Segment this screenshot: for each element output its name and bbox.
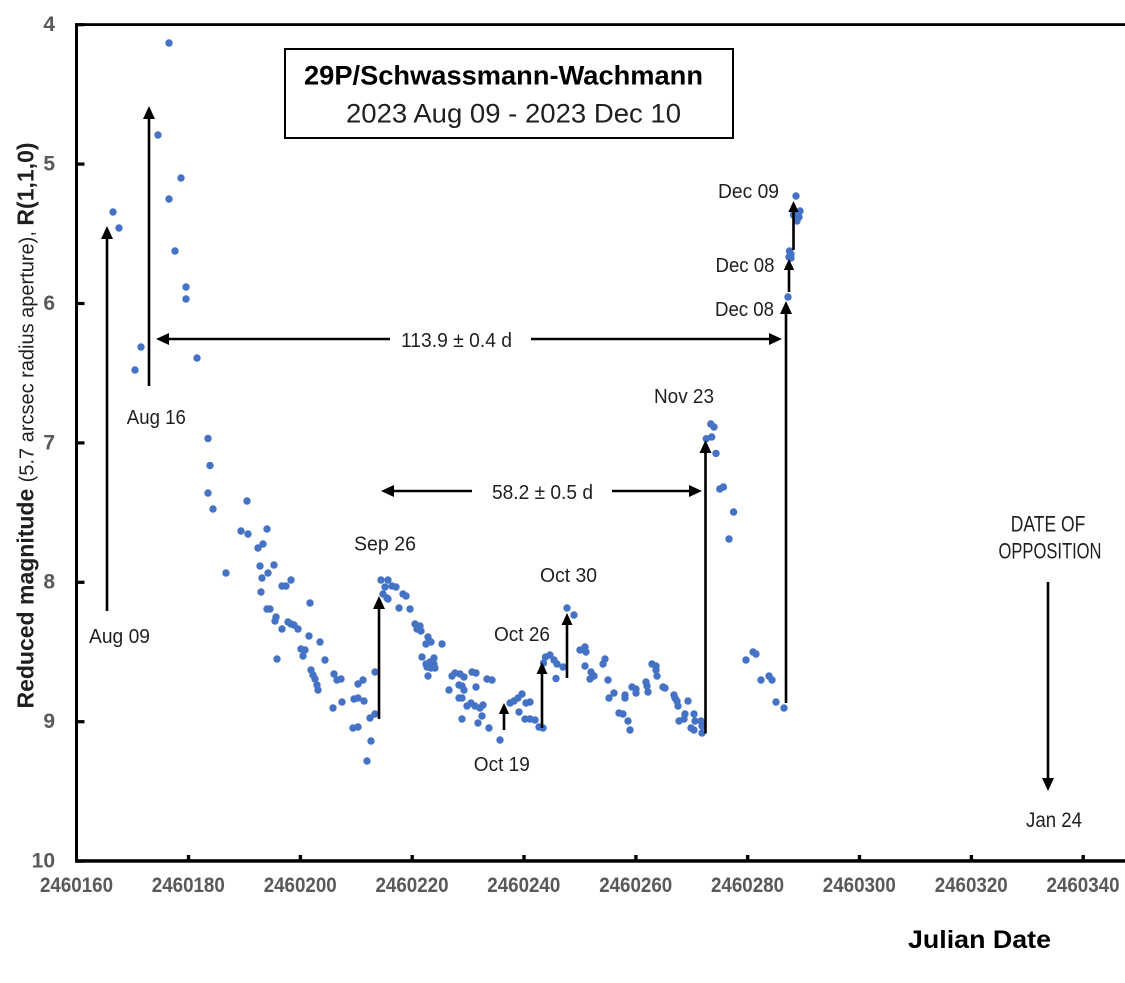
- svg-text:2460240: 2460240: [487, 874, 560, 897]
- svg-text:2460260: 2460260: [599, 874, 672, 897]
- svg-text:Oct 19: Oct 19: [474, 754, 530, 776]
- svg-text:Aug 16: Aug 16: [127, 407, 186, 429]
- svg-text:Dec 08: Dec 08: [716, 255, 775, 277]
- svg-text:2460340: 2460340: [1047, 874, 1120, 897]
- svg-text:2460200: 2460200: [264, 874, 337, 897]
- svg-text:10: 10: [32, 850, 55, 873]
- svg-text:2460320: 2460320: [935, 874, 1008, 897]
- svg-text:113.9 ± 0.4 d: 113.9 ± 0.4 d: [401, 330, 512, 352]
- svg-text:4: 4: [43, 13, 55, 36]
- svg-text:5: 5: [43, 153, 55, 176]
- svg-text:Reduced magnitude (5.7 arcsec: Reduced magnitude (5.7 arcsec radius ape…: [13, 142, 39, 708]
- svg-text:58.2 ± 0.5 d: 58.2 ± 0.5 d: [492, 482, 593, 504]
- svg-text:Dec 09: Dec 09: [718, 181, 779, 203]
- svg-text:8: 8: [43, 571, 55, 594]
- svg-text:7: 7: [43, 431, 55, 454]
- svg-text:2460220: 2460220: [376, 874, 449, 897]
- svg-text:2460300: 2460300: [823, 874, 896, 897]
- svg-text:Oct 26: Oct 26: [494, 624, 550, 646]
- svg-text:29P/Schwassmann-Wachmann: 29P/Schwassmann-Wachmann: [304, 61, 703, 91]
- svg-text:Sep 26: Sep 26: [354, 534, 416, 556]
- svg-text:6: 6: [43, 292, 55, 315]
- svg-text:DATE OF: DATE OF: [1011, 512, 1086, 537]
- svg-text:Nov 23: Nov 23: [654, 386, 714, 408]
- svg-text:Oct 30: Oct 30: [540, 565, 597, 587]
- svg-text:Aug 09: Aug 09: [89, 626, 150, 648]
- svg-text:Dec 08: Dec 08: [715, 299, 774, 321]
- svg-text:Julian Date: Julian Date: [908, 926, 1051, 954]
- svg-text:2023 Aug 09 - 2023 Dec 10: 2023 Aug 09 - 2023 Dec 10: [346, 99, 681, 129]
- svg-text:Jan 24: Jan 24: [1026, 809, 1082, 832]
- svg-text:OPPOSITION: OPPOSITION: [999, 539, 1102, 564]
- svg-text:2460180: 2460180: [152, 874, 225, 897]
- svg-text:2460280: 2460280: [711, 874, 784, 897]
- svg-text:2460160: 2460160: [40, 874, 113, 897]
- svg-text:9: 9: [43, 710, 55, 733]
